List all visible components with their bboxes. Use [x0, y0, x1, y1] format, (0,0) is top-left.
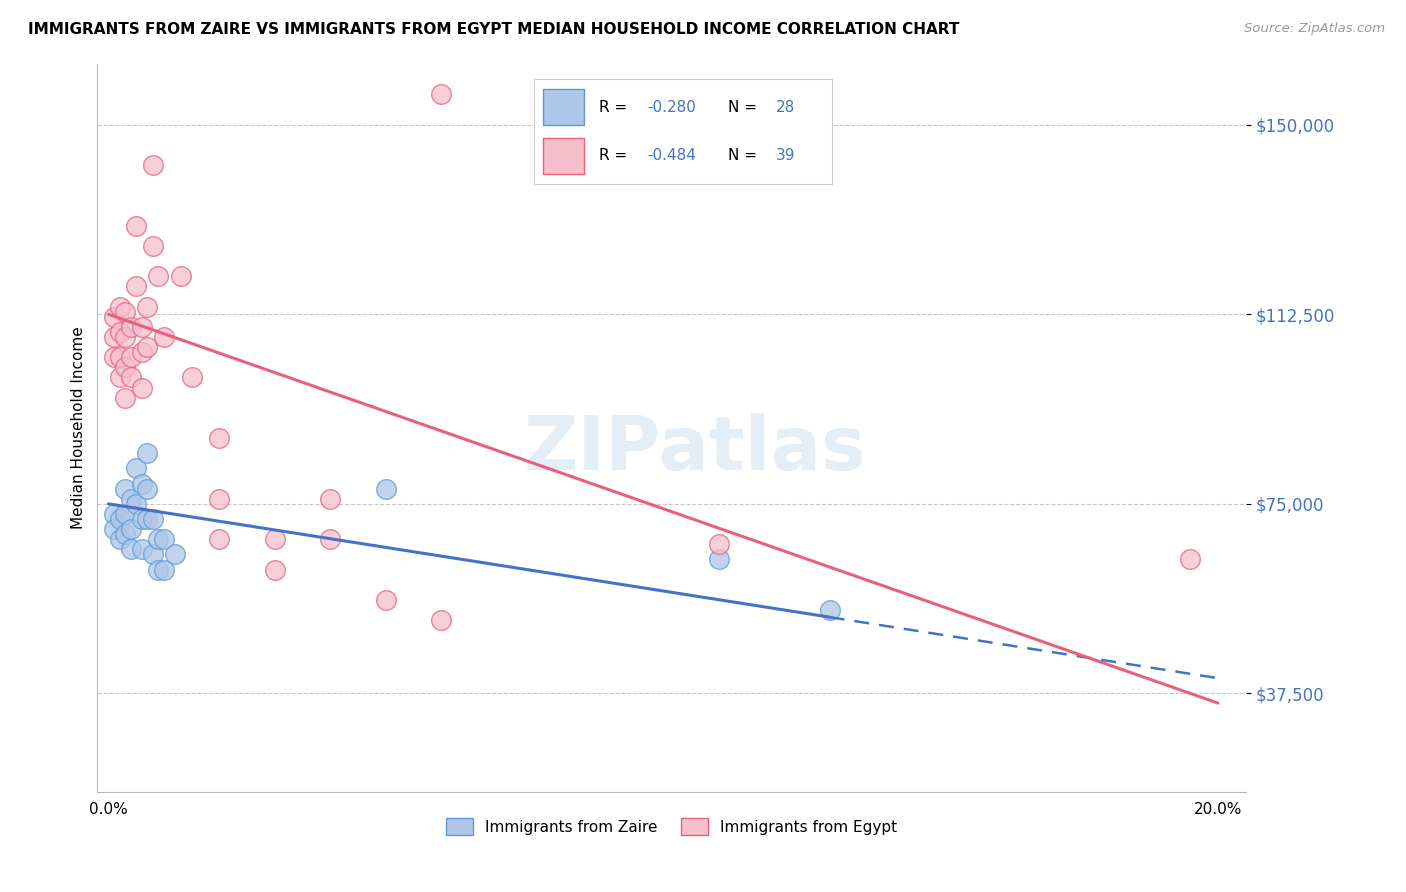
Point	[263, 563, 285, 577]
Point	[263, 533, 285, 547]
Legend: Immigrants from Zaire, Immigrants from Egypt: Immigrants from Zaire, Immigrants from E…	[446, 818, 897, 835]
Point	[136, 482, 159, 496]
Point	[114, 391, 136, 405]
Point	[120, 542, 142, 557]
Point	[136, 446, 159, 460]
Point	[707, 552, 730, 566]
Point	[103, 310, 125, 324]
Point	[148, 269, 170, 284]
Text: Source: ZipAtlas.com: Source: ZipAtlas.com	[1244, 22, 1385, 36]
Point	[142, 548, 165, 562]
Point	[374, 593, 396, 607]
Point	[136, 512, 159, 526]
Point	[208, 431, 231, 445]
Point	[818, 603, 841, 617]
Point	[131, 542, 153, 557]
Point	[148, 563, 170, 577]
Point	[208, 533, 231, 547]
Point	[114, 507, 136, 521]
Point	[374, 482, 396, 496]
Point	[1180, 552, 1202, 566]
Point	[131, 476, 153, 491]
Point	[319, 491, 342, 506]
Point	[136, 340, 159, 354]
Point	[153, 330, 176, 344]
Point	[163, 548, 186, 562]
Text: IMMIGRANTS FROM ZAIRE VS IMMIGRANTS FROM EGYPT MEDIAN HOUSEHOLD INCOME CORRELATI: IMMIGRANTS FROM ZAIRE VS IMMIGRANTS FROM…	[28, 22, 959, 37]
Point	[319, 533, 342, 547]
Point	[131, 319, 153, 334]
Point	[142, 158, 165, 172]
Point	[114, 360, 136, 375]
Point	[125, 219, 148, 233]
Point	[153, 533, 176, 547]
Y-axis label: Median Household Income: Median Household Income	[72, 326, 86, 529]
Point	[120, 370, 142, 384]
Point	[707, 537, 730, 551]
Point	[142, 512, 165, 526]
Point	[108, 300, 131, 314]
Point	[131, 380, 153, 394]
Point	[108, 512, 131, 526]
Point	[103, 330, 125, 344]
Point	[108, 533, 131, 547]
Point	[131, 512, 153, 526]
Point	[125, 279, 148, 293]
Point	[120, 491, 142, 506]
Point	[103, 522, 125, 536]
Point	[120, 319, 142, 334]
Point	[103, 350, 125, 364]
Point	[208, 491, 231, 506]
Point	[125, 497, 148, 511]
Point	[114, 527, 136, 541]
Point	[114, 330, 136, 344]
Point	[120, 350, 142, 364]
Point	[153, 563, 176, 577]
Point	[108, 370, 131, 384]
Point	[169, 269, 191, 284]
Point	[108, 350, 131, 364]
Point	[136, 300, 159, 314]
Point	[120, 522, 142, 536]
Point	[103, 507, 125, 521]
Point	[108, 325, 131, 339]
Point	[430, 87, 453, 102]
Point	[430, 613, 453, 627]
Point	[148, 533, 170, 547]
Point	[114, 482, 136, 496]
Point	[142, 239, 165, 253]
Point	[180, 370, 202, 384]
Point	[131, 345, 153, 359]
Point	[114, 304, 136, 318]
Point	[125, 461, 148, 475]
Text: ZIPatlas: ZIPatlas	[523, 413, 866, 486]
